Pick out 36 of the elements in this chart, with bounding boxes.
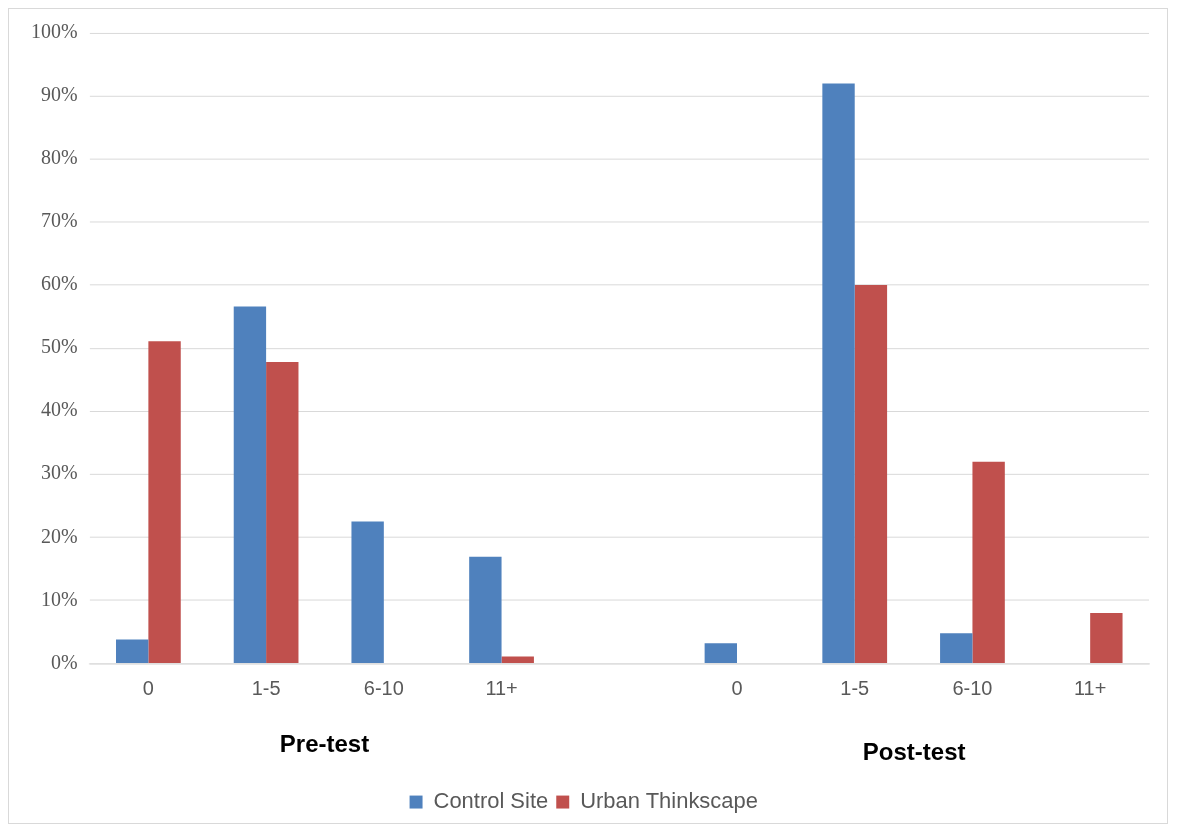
- x-tick-label: 0: [731, 676, 743, 699]
- y-tick-label: 10%: [40, 587, 78, 610]
- bar: [1090, 612, 1123, 663]
- bar: [233, 306, 267, 663]
- y-tick-label: 70%: [40, 209, 78, 232]
- legend-label: Urban Thinkscape: [580, 788, 758, 814]
- x-tick-label: 1-5: [840, 676, 870, 699]
- bar: [501, 656, 534, 663]
- y-tick-label: 60%: [40, 272, 78, 295]
- bar: [266, 362, 299, 663]
- bar: [351, 521, 384, 663]
- x-tick-label: 6-10: [363, 676, 404, 699]
- x-tick-label: 6-10: [952, 676, 993, 699]
- legend-label: Control Site: [433, 788, 549, 814]
- y-tick-label: 40%: [40, 398, 78, 421]
- y-tick-label: 20%: [40, 524, 78, 547]
- bar: [940, 633, 973, 663]
- text: Pre-test: [279, 730, 370, 758]
- bar: [822, 83, 855, 663]
- bar: [469, 556, 502, 663]
- x-tick-label: 1-5: [251, 676, 281, 699]
- y-tick-label: 100%: [31, 20, 78, 43]
- bar: [148, 341, 181, 663]
- x-tick-label: 0: [142, 676, 154, 699]
- y-tick-label: 80%: [40, 146, 78, 169]
- bar: [972, 461, 1005, 663]
- y-tick-label: 90%: [40, 83, 78, 106]
- x-tick-label: 11+: [1073, 676, 1107, 699]
- bar: [704, 643, 737, 663]
- y-tick-label: 30%: [40, 461, 78, 484]
- y-tick-label: 0%: [50, 650, 78, 673]
- x-tick-label: 11+: [485, 676, 518, 699]
- bar: [116, 639, 149, 663]
- text: Post-test: [862, 738, 966, 766]
- y-tick-label: 50%: [40, 335, 78, 358]
- bar: [854, 285, 888, 663]
